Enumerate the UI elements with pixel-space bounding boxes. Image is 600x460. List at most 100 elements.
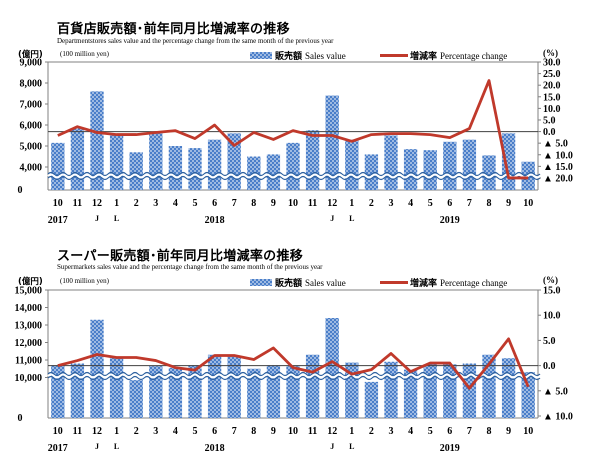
x-axis-month-label: 11	[73, 426, 82, 437]
chart-plot: 15,00014,00013,00012,00011,00010,000015.…	[15, 286, 573, 455]
right-axis-tick-label: 25.0	[543, 69, 561, 80]
x-axis-month-label: 6	[447, 426, 452, 437]
left-axis-unit-en: (100 million yen)	[60, 277, 109, 285]
sales-bar	[384, 135, 398, 190]
sales-bar	[207, 139, 222, 190]
x-axis-month-label: 3	[389, 198, 394, 209]
sales-bar	[286, 142, 300, 190]
x-axis-month-label: 4	[408, 426, 413, 437]
x-axis-month-label: 6	[212, 426, 217, 437]
x-axis-month-label: 4	[173, 198, 178, 209]
sales-legend-swatch	[250, 279, 272, 286]
left-axis-unit-jp: (億円)	[18, 277, 43, 287]
x-axis-month-label: 10	[53, 198, 63, 209]
sales-bar	[482, 354, 496, 418]
x-axis-year-label: 2019	[440, 215, 460, 226]
legend-sales: 販売額 Sales value	[250, 49, 346, 62]
right-axis-tick-label: 15.0	[543, 92, 561, 103]
sales-bar	[247, 368, 261, 418]
x-axis-month-label: 12	[92, 198, 102, 209]
right-axis-tick-label: ▲ 15.0	[543, 162, 573, 173]
x-axis-year-label: 2017	[48, 215, 68, 226]
x-axis-month-label: 6	[212, 198, 217, 209]
axis-break-gap	[47, 173, 541, 179]
right-axis-tick-label: 5.0	[543, 336, 556, 347]
x-axis-month-label: 6	[447, 198, 452, 209]
left-axis-tick-label: 13,000	[15, 321, 43, 332]
legend-sales-en: Sales value	[305, 277, 346, 288]
sales-bar	[188, 148, 202, 190]
sales-bar	[168, 367, 183, 418]
x-axis-month-label: 1	[114, 198, 119, 209]
right-axis-tick-label: 0.0	[543, 127, 556, 138]
x-axis-month-label: 5	[193, 426, 198, 437]
year-divider-mark: J	[95, 214, 99, 223]
sales-bar	[501, 358, 516, 418]
right-axis-tick-label: 0.0	[543, 361, 556, 372]
sales-bar	[109, 357, 124, 418]
right-axis-tick-label: 10.0	[543, 311, 561, 322]
chart-plot: 9,0008,0007,0006,0005,0004,000030.025.02…	[18, 58, 573, 227]
x-axis-month-label: 10	[523, 198, 533, 209]
sales-bar	[305, 354, 320, 418]
sales-bar	[149, 133, 163, 190]
year-divider-mark: J	[330, 214, 334, 223]
right-axis-tick-label: ▲ 10.0	[543, 412, 573, 423]
x-axis-month-label: 8	[251, 426, 256, 437]
x-axis-month-label: 3	[153, 426, 158, 437]
sales-bar	[70, 128, 85, 190]
x-axis-month-label: 1	[114, 426, 119, 437]
year-divider-mark: J	[330, 442, 334, 451]
x-axis-month-label: 11	[308, 198, 317, 209]
x-axis-month-label: 10	[523, 426, 533, 437]
year-divider-mark: J	[95, 442, 99, 451]
left-axis-unit-jp: (億円)	[18, 50, 43, 60]
x-axis-year-label: 2017	[48, 443, 68, 454]
x-axis-month-label: 8	[251, 198, 256, 209]
sales-bar	[403, 369, 418, 418]
year-divider-mark: L	[349, 442, 354, 451]
sales-bar	[521, 372, 535, 418]
x-axis-month-label: 9	[506, 198, 511, 209]
change-legend-swatch	[380, 281, 408, 284]
axis-break-wave	[47, 375, 541, 381]
x-axis-month-label: 9	[271, 426, 276, 437]
legend-change: 増減率 Percentage change	[380, 49, 507, 62]
legend-sales: 販売額 Sales value	[250, 276, 346, 289]
department-store-chart: 百貨店販売額･前年同月比増減率の推移 Departmentstores sale…	[18, 22, 573, 227]
sales-bar	[129, 380, 143, 418]
sales-legend-swatch	[250, 52, 272, 59]
right-axis-tick-label: 20.0	[543, 81, 561, 92]
chart-subtitle: Supermarkets sales value and the percent…	[57, 263, 323, 271]
x-axis-month-label: 5	[193, 198, 198, 209]
x-axis-month-label: 7	[232, 198, 237, 209]
x-axis-year-label: 2018	[205, 215, 225, 226]
sales-bar	[168, 146, 183, 190]
x-axis-month-label: 9	[271, 198, 276, 209]
x-axis-month-label: 3	[389, 426, 394, 437]
sales-bar	[403, 149, 418, 190]
chart-subtitle: Departmentstores sales value and the per…	[57, 37, 334, 45]
axis-break-wave	[47, 175, 541, 181]
x-axis-month-label: 11	[73, 198, 82, 209]
change-legend-swatch	[380, 54, 408, 57]
right-axis-tick-label: ▲ 10.0	[543, 150, 573, 161]
legend-change-en: Percentage change	[440, 50, 508, 61]
x-axis-month-label: 7	[232, 426, 237, 437]
chart-title: 百貨店販売額･前年同月比増減率の推移	[57, 22, 290, 37]
year-divider-mark: L	[349, 214, 354, 223]
x-axis-month-label: 2	[369, 426, 374, 437]
left-axis-zero-label: 0	[18, 185, 23, 196]
sales-bar	[70, 363, 85, 418]
x-axis-month-label: 10	[53, 426, 63, 437]
right-axis-tick-label: ▲ 20.0	[543, 173, 573, 184]
left-axis-tick-label: 8,000	[20, 79, 43, 90]
x-axis-month-label: 7	[467, 426, 472, 437]
left-axis-tick-label: 4,000	[20, 163, 43, 174]
right-axis-tick-label: ▲ 5.0	[543, 139, 568, 150]
sales-bar	[109, 135, 124, 190]
sales-bar	[325, 95, 339, 190]
sales-bar	[364, 381, 379, 418]
left-axis-tick-label: 11,000	[15, 356, 42, 367]
sales-bar	[423, 150, 437, 190]
